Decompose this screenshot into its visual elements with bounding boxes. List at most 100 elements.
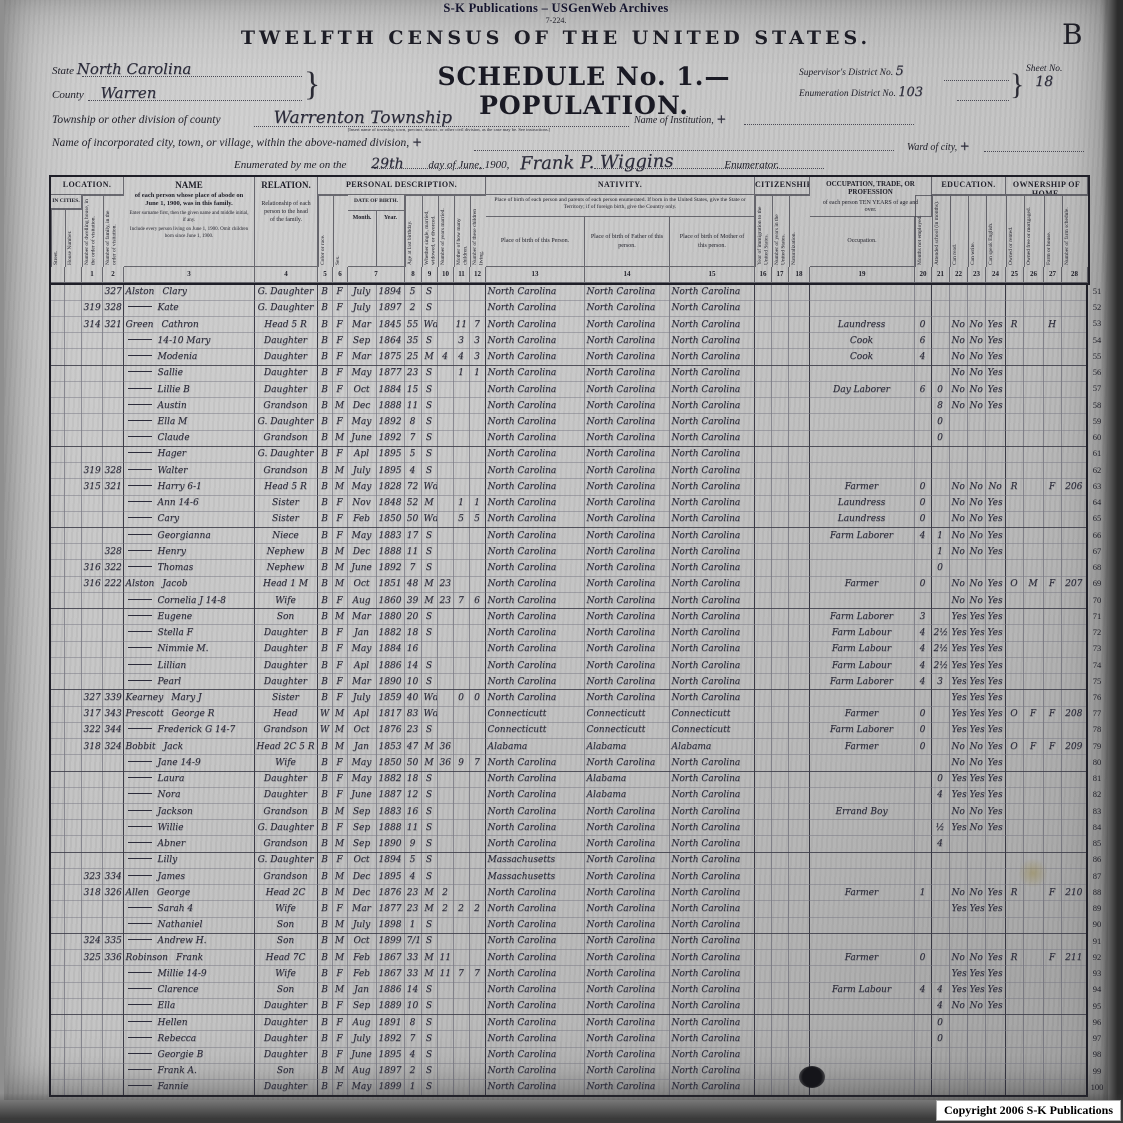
cell-dw [81,1047,103,1064]
cell-pb: North Carolina [485,787,585,805]
cell-ym [437,705,454,723]
cell-dw [81,608,103,626]
cell-occ: Cook [809,348,915,366]
cell-pb: Massachusetts [485,868,585,886]
cell-pb: North Carolina [485,982,585,999]
cell-street [50,868,65,886]
cell-fh [1043,803,1062,821]
line-number: 83 [1092,805,1102,816]
cell-ch [453,284,470,301]
cell-ch: 9 [453,754,470,772]
cell-sch [931,284,950,301]
cell-or [1005,917,1024,934]
cell-pb: North Carolina [485,998,585,1016]
cell-yus [771,397,789,415]
cell-mne [914,1047,932,1064]
cell-mb: North Carolina [669,430,755,447]
cell-yr: 1899 [376,933,405,951]
cell-nat [788,495,810,512]
table-row: Nora Daughter B F June 1887 12 S North Carolina A… [50,787,1088,805]
cell-ch [453,527,470,545]
cell-fb: North Carolina [584,608,670,626]
cell-mne [914,787,932,805]
cell-nat [788,608,810,626]
cell-name: Sallie [123,365,255,382]
cell-mb: North Carolina [669,803,755,821]
cell-fam [102,787,124,805]
cell-fs [1061,722,1088,740]
cell-sch: 0 [931,1030,950,1048]
cell-yus [771,917,789,934]
name-desc-3: Include every person living on June 1, 1… [129,227,249,239]
cell-ch: 1 [453,365,470,382]
cell-fam: 343 [102,705,124,723]
cell-mb: North Carolina [669,478,755,496]
cell-yus [771,332,789,350]
cell-nat [788,965,810,983]
cell-wr: No [967,575,986,593]
cell-nat [788,884,810,902]
cell-rel: Daughter [254,1030,318,1048]
cell-wr [967,1063,986,1080]
cell-c: B [317,998,333,1016]
cell-fm [1023,949,1044,967]
cell-yr: 1859 [376,689,405,707]
cell-mne [914,900,932,918]
cell-fh [1043,543,1062,561]
cell-name: Robinson Frank [123,949,255,967]
cell-fam [102,381,124,399]
cell-or [1005,1047,1024,1064]
cell-fs [1061,917,1088,934]
cell-wr [967,1047,986,1064]
cell-c: B [317,397,333,415]
cell-ym: 4 [437,348,454,366]
cell-dw: 316 [81,559,103,577]
cell-name: Allen George [123,884,255,902]
cell-cl [469,1030,486,1048]
cell-dw: 317 [81,705,103,723]
cell-fam [102,1014,124,1032]
cell-ym [437,917,454,934]
cell-mb: North Carolina [669,462,755,480]
cell-or [1005,413,1024,431]
line-number: 73 [1092,643,1102,654]
cell-wr: No [967,511,986,529]
cell-mo: Aug [347,592,377,610]
cell-nat [788,852,810,869]
cell-name: Bobbit Jack [123,738,255,756]
cell-nat [788,949,810,967]
cell-street [50,933,65,951]
cell-wr: Yes [967,608,986,626]
cell-m: Wd [421,705,438,723]
cell-house [64,738,82,756]
cell-fs [1061,835,1088,853]
cell-occ: Laundress [809,511,915,529]
cell-yr: 1883 [376,527,405,545]
cell-fs [1061,900,1088,918]
cell-cl [469,673,486,691]
cell-age: 10 [404,998,422,1016]
line-number: 55 [1092,350,1102,361]
cell-mo: Mar [347,608,377,626]
line-number: 70 [1092,594,1102,605]
cell-or [1005,332,1024,350]
line-number: 89 [1092,903,1102,914]
institution-label: Name of Institution, [634,115,714,126]
cell-m: S [421,284,438,301]
table-row: 328 Henry Nephew B M Dec 1888 11 S North Carolina… [50,543,1088,561]
cell-fam [102,1030,124,1048]
cell-dw [81,592,103,610]
cell-ym [437,397,454,415]
cell-fh [1043,982,1062,999]
cell-or [1005,933,1024,951]
cell-fm [1023,543,1044,561]
table-row: 322 344 Frederick G 14-7 Grandson W M Oct 1876 2… [50,722,1088,740]
cell-house [64,1014,82,1032]
cell-fm [1023,917,1044,934]
table-row: Pearl Daughter B F Mar 1890 10 S North Carolina N… [50,673,1088,691]
cell-fs [1061,592,1088,610]
cell-wr: No [967,495,986,512]
line-number: 65 [1092,513,1102,524]
cell-house [64,705,82,723]
cell-nat [788,982,810,999]
